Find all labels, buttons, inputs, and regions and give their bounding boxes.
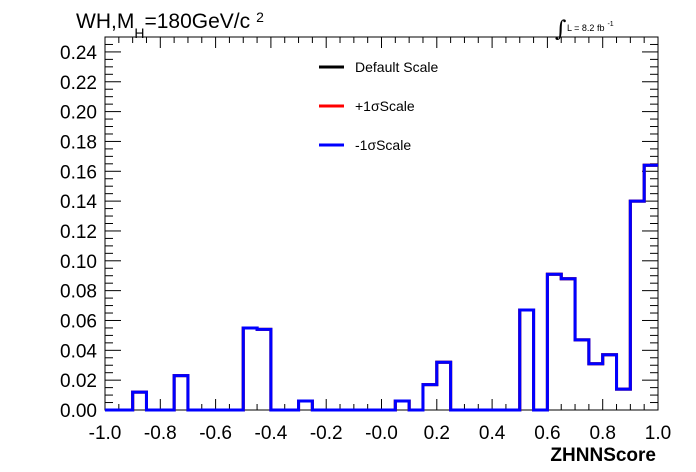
chart-title: WH,MH=180GeV/c 2	[76, 9, 264, 41]
x-tick-label: -0.0	[365, 423, 398, 444]
y-tick-label: 0.06	[60, 311, 97, 332]
y-axis: 0.00 0.02 0.04 0.06 0.08 0.10 0.12 0.14 0.16 0.18…	[60, 36, 658, 422]
x-tick-label: 0.4	[479, 423, 506, 444]
x-tick-label: -0.6	[199, 423, 232, 444]
y-tick-label: 0.18	[60, 132, 97, 153]
x-tick-label: 1.0	[645, 423, 671, 444]
x-tick-label: 0.6	[534, 423, 560, 444]
legend-label-1: +1σScale	[355, 98, 415, 114]
x-axis-label: ZHNNScore	[550, 445, 656, 466]
y-tick-label: 0.02	[60, 371, 97, 392]
legend-label-0: Default Scale	[355, 59, 438, 75]
x-tick-label: -0.8	[144, 423, 177, 444]
lumi-label: L = 8.2 fb -1	[567, 21, 614, 33]
series-line-2	[105, 163, 658, 412]
x-tick-label: -0.4	[255, 423, 288, 444]
y-tick-label: 0.12	[60, 222, 97, 243]
y-tick-label: 0.16	[60, 162, 97, 183]
lumi-integral-symbol: ∫	[555, 17, 567, 42]
x-tick-label: 0.8	[589, 423, 615, 444]
y-tick-label: 0.24	[60, 43, 97, 64]
y-tick-label: 0.00	[60, 401, 97, 422]
y-tick-label: 0.10	[60, 252, 97, 273]
legend: Default Scale +1σScale -1σScale	[319, 59, 438, 153]
x-tick-label: -0.2	[310, 423, 343, 444]
x-tick-label: 0.2	[424, 423, 450, 444]
y-tick-label: 0.20	[60, 103, 97, 124]
y-tick-label: 0.22	[60, 73, 97, 94]
y-tick-label: 0.04	[60, 341, 97, 362]
x-axis: -1.0 -0.8 -0.6 -0.4 -0.2 -0.0 0.2 0.4 0.6 0.8 1.0	[89, 37, 671, 444]
y-tick-label: 0.14	[60, 192, 97, 213]
x-tick-label: -1.0	[89, 423, 122, 444]
y-tick-label: 0.08	[60, 282, 97, 303]
series-layer	[105, 163, 658, 412]
legend-label-2: -1σScale	[355, 137, 411, 153]
